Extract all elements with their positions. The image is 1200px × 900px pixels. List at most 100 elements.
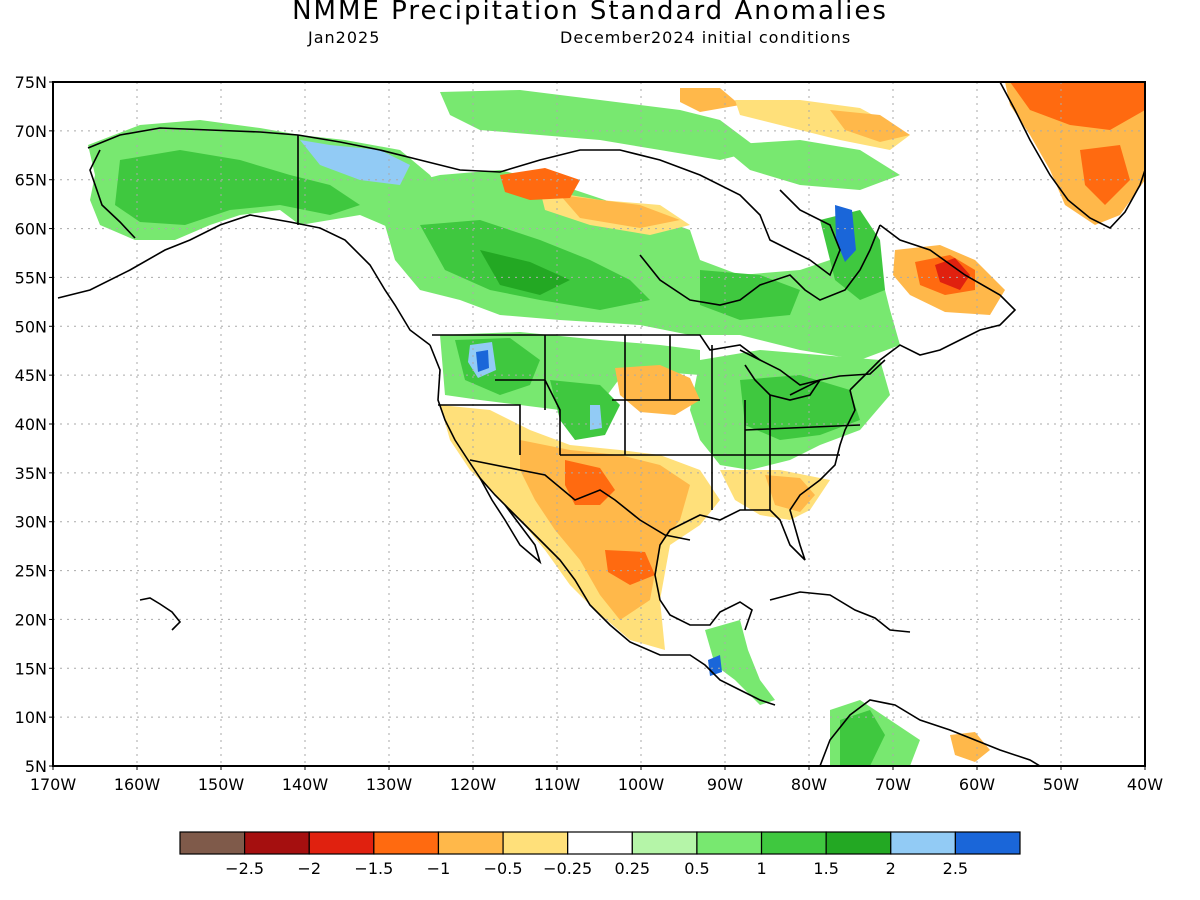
lon-label: 150W bbox=[198, 775, 245, 794]
anomaly-region bbox=[480, 250, 570, 295]
coastline-us-west bbox=[429, 344, 776, 706]
map-title: NMME Precipitation Standard Anomalies bbox=[292, 0, 888, 26]
anomaly-shading bbox=[88, 82, 1145, 766]
coastline-alaska bbox=[57, 127, 431, 346]
coastline-south-america bbox=[819, 699, 1041, 766]
coastline-great-lakes bbox=[739, 349, 822, 401]
lat-label: 15N bbox=[15, 659, 47, 678]
border-states-west bbox=[438, 335, 712, 456]
coastline-cuba bbox=[769, 591, 911, 633]
legend-label: −1.5 bbox=[354, 859, 393, 878]
anomaly-region bbox=[835, 205, 856, 262]
legend-label: 1.5 bbox=[813, 859, 838, 878]
legend-swatch bbox=[825, 831, 892, 855]
legend-label: 2.5 bbox=[943, 859, 968, 878]
lon-label: 170W bbox=[30, 775, 77, 794]
lon-label: 140W bbox=[282, 775, 329, 794]
legend-label: 0.25 bbox=[614, 859, 650, 878]
legend-label: 2 bbox=[886, 859, 896, 878]
legend-swatch bbox=[179, 831, 246, 855]
legend-label: −0.5 bbox=[484, 859, 523, 878]
lon-label: 60W bbox=[959, 775, 995, 794]
legend-swatch bbox=[954, 831, 1021, 855]
latitude-labels: 75N 70N 65N 60N 55N 50N 45N 40N 35N 30N 25N 20N 15N 1… bbox=[15, 73, 53, 776]
legend-swatch bbox=[437, 831, 504, 855]
border-states-east bbox=[711, 345, 861, 510]
legend-label: −2.5 bbox=[225, 859, 264, 878]
legend-swatch bbox=[696, 831, 763, 855]
lon-label: 40W bbox=[1127, 775, 1163, 794]
anomaly-region bbox=[680, 88, 740, 112]
legend-swatch bbox=[760, 831, 827, 855]
lon-label: 70W bbox=[875, 775, 911, 794]
lon-label: 160W bbox=[114, 775, 161, 794]
lon-label: 120W bbox=[450, 775, 497, 794]
forecast-month: Jan2025 bbox=[308, 28, 381, 47]
lon-label: 100W bbox=[618, 775, 665, 794]
lon-label: 90W bbox=[707, 775, 743, 794]
anomaly-region bbox=[1010, 82, 1145, 130]
anomaly-region bbox=[935, 258, 970, 290]
lon-label: 50W bbox=[1043, 775, 1079, 794]
anomaly-region bbox=[605, 550, 655, 585]
anomaly-region bbox=[590, 405, 602, 430]
anomaly-region bbox=[500, 168, 580, 200]
color-legend: −2.5 −2 −1.5 −1 −0.5 −0.25 0.25 0.5 1 1.5 2 2.5 bbox=[179, 831, 1021, 878]
initial-conditions: December2024 initial conditions bbox=[560, 28, 852, 47]
lat-label: 50N bbox=[15, 317, 47, 336]
lat-label: 40N bbox=[15, 415, 47, 434]
legend-swatch bbox=[567, 831, 633, 855]
border-us-canada bbox=[432, 334, 886, 396]
lat-label: 65N bbox=[15, 171, 47, 190]
anomaly-region bbox=[440, 90, 760, 160]
anomaly-region bbox=[565, 460, 615, 505]
lon-label: 130W bbox=[366, 775, 413, 794]
coastline-greenland bbox=[999, 82, 1145, 229]
coastline-labrador bbox=[849, 224, 1017, 391]
anomaly-region bbox=[765, 475, 815, 512]
anomaly-region bbox=[550, 380, 620, 440]
lat-label: 45N bbox=[15, 366, 47, 385]
coastline-baja bbox=[479, 477, 542, 565]
graticule bbox=[53, 82, 1145, 766]
anomaly-region bbox=[615, 365, 700, 415]
longitude-labels: 170W 160W 150W 140W 130W 120W 110W 100W 90W 80W 70… bbox=[30, 766, 1163, 794]
coastline-us-east bbox=[654, 389, 856, 631]
legend-swatch bbox=[502, 831, 569, 855]
anomaly-region bbox=[720, 140, 900, 190]
anomaly-region bbox=[708, 655, 722, 676]
coastline-hudson-bay bbox=[639, 224, 881, 306]
anomaly-region bbox=[1080, 145, 1130, 205]
legend-swatch bbox=[373, 831, 440, 855]
legend-label: 1 bbox=[756, 859, 766, 878]
legend-swatch bbox=[244, 831, 310, 855]
legend-label: 0.5 bbox=[684, 859, 709, 878]
lat-label: 5N bbox=[25, 757, 47, 776]
border-us-mexico bbox=[469, 459, 691, 541]
lat-label: 55N bbox=[15, 268, 47, 287]
lat-label: 75N bbox=[15, 73, 47, 92]
anomaly-region bbox=[560, 195, 680, 228]
coastline-arctic-canada bbox=[297, 134, 841, 277]
lat-label: 60N bbox=[15, 220, 47, 239]
lat-label: 35N bbox=[15, 464, 47, 483]
lat-label: 20N bbox=[15, 610, 47, 629]
lat-label: 10N bbox=[15, 708, 47, 727]
lat-label: 30N bbox=[15, 513, 47, 532]
legend-label: −1 bbox=[427, 859, 451, 878]
political-borders bbox=[297, 135, 886, 541]
lat-label: 25N bbox=[15, 562, 47, 581]
anomaly-region bbox=[476, 350, 489, 372]
anomaly-region bbox=[950, 732, 990, 762]
lat-label: 70N bbox=[15, 122, 47, 141]
legend-swatch bbox=[890, 831, 956, 855]
legend-label: −2 bbox=[297, 859, 321, 878]
coastlines bbox=[57, 82, 1145, 766]
legend-swatch bbox=[308, 831, 375, 855]
anomaly-region bbox=[840, 710, 885, 766]
anomaly-region bbox=[830, 110, 910, 142]
legend-swatch bbox=[631, 831, 698, 855]
lon-label: 80W bbox=[791, 775, 827, 794]
anomaly-region bbox=[735, 100, 910, 150]
